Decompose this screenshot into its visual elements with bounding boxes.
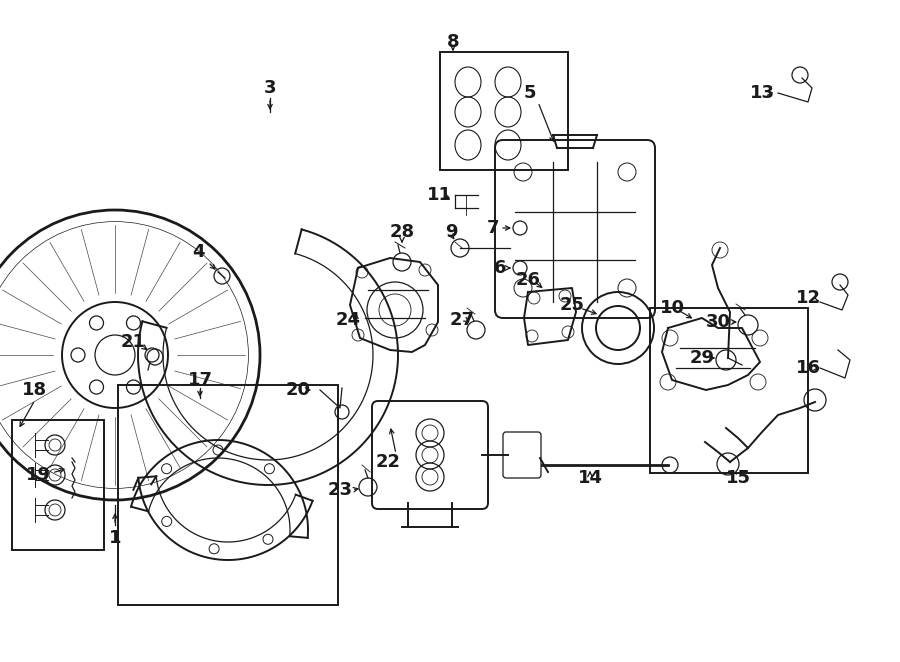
- Text: 27: 27: [449, 311, 474, 329]
- Text: 13: 13: [750, 84, 775, 102]
- Text: 11: 11: [427, 186, 452, 204]
- Bar: [118, 385, 338, 605]
- Text: 24: 24: [336, 311, 361, 329]
- Text: 15: 15: [725, 469, 751, 487]
- Text: 12: 12: [796, 289, 821, 307]
- Text: 20: 20: [285, 381, 310, 399]
- Text: 7: 7: [487, 219, 500, 237]
- Bar: [12, 420, 104, 550]
- Text: 17: 17: [187, 371, 212, 389]
- Text: 29: 29: [689, 349, 715, 367]
- Text: 28: 28: [390, 223, 415, 241]
- Text: 21: 21: [121, 333, 146, 351]
- Text: 16: 16: [796, 359, 821, 377]
- Text: 3: 3: [264, 79, 276, 97]
- Bar: [440, 52, 568, 170]
- Text: 18: 18: [22, 381, 48, 399]
- Bar: [650, 308, 808, 473]
- Text: 8: 8: [446, 33, 459, 51]
- Text: 4: 4: [192, 243, 204, 261]
- Text: 10: 10: [660, 299, 685, 317]
- Text: 25: 25: [560, 296, 584, 314]
- Text: 30: 30: [706, 313, 731, 331]
- Text: 14: 14: [578, 469, 602, 487]
- Text: 23: 23: [328, 481, 353, 499]
- Text: 9: 9: [445, 223, 457, 241]
- Text: 19: 19: [25, 466, 50, 484]
- Text: 5: 5: [524, 84, 536, 102]
- Text: 22: 22: [375, 453, 401, 471]
- Text: 26: 26: [516, 271, 541, 289]
- Text: 6: 6: [494, 259, 506, 277]
- Text: 1: 1: [109, 529, 122, 547]
